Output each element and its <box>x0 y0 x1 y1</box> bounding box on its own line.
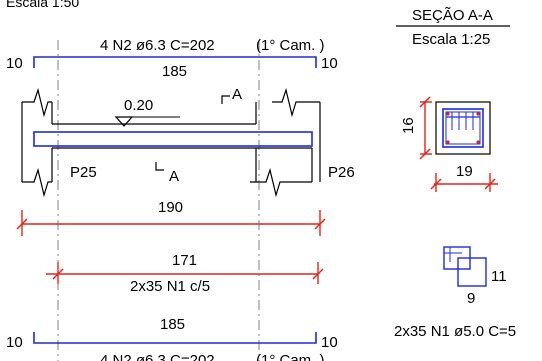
section-width-dim: 19 <box>456 163 473 180</box>
bottom-rebar-layer-note: (1° Cam. ) <box>256 352 325 361</box>
bottom-rebar-length: 185 <box>160 316 185 333</box>
stirrup-spec-label: 2x35 N1 ø5.0 C=5 <box>394 323 516 340</box>
section-mark-top <box>221 95 230 104</box>
stirrup-shape-2 <box>457 257 487 287</box>
left-support-break-top <box>22 87 52 118</box>
bottom-rebar-group: 185 10 10 4 N2 ø6.3 C=202 (1° Cam. ) <box>6 316 338 361</box>
right-support-break-bottom <box>250 167 312 198</box>
top-scale-label: Escala 1:50 <box>6 0 79 10</box>
stirrup-height-label: 11 <box>491 268 507 285</box>
beam-height-label: 0.20 <box>124 97 153 114</box>
top-rebar-line <box>33 56 317 68</box>
bottom-rebar-line <box>33 332 317 344</box>
section-mark-bottom <box>155 162 164 171</box>
dimension-stirrups-value: 171 <box>172 252 197 269</box>
section-stirrup <box>442 108 484 148</box>
bottom-rebar-left-hook: 10 <box>6 334 23 351</box>
dimension-total-value: 190 <box>158 199 183 216</box>
stirrup-width-label: 9 <box>467 290 475 307</box>
section-mark-top-label: A <box>232 86 242 103</box>
top-rebar-right-hook: 10 <box>321 55 338 72</box>
stirrup-spacing-spec: 2x35 N1 c/5 <box>130 278 210 295</box>
right-support-break-top <box>272 87 320 118</box>
top-rebar-length: 185 <box>162 63 187 80</box>
section-title: SEÇÃO A-A <box>412 7 493 24</box>
dimension-total: 190 <box>16 199 326 236</box>
section-outline <box>435 101 491 155</box>
top-rebar-group: 4 N2 ø6.3 C=202 (1° Cam. ) 10 10 185 <box>6 37 338 80</box>
section-scale: Escala 1:25 <box>412 31 490 48</box>
top-rebar-layer-note: (1° Cam. ) <box>256 37 325 54</box>
beam-rebar-outline <box>33 131 313 147</box>
support-left-label: P25 <box>70 164 97 181</box>
section-height-dim: 16 <box>400 117 417 134</box>
bottom-rebar-label: 4 N2 ø6.3 C=202 <box>100 352 215 361</box>
section-view: SEÇÃO A-A Escala 1:25 16 19 <box>396 7 510 192</box>
support-right-label: P26 <box>328 164 355 181</box>
bottom-rebar-right-hook: 10 <box>321 334 338 351</box>
top-rebar-label: 4 N2 ø6.3 C=202 <box>100 37 215 54</box>
top-rebar-left-hook: 10 <box>6 55 23 72</box>
stirrup-detail: 11 9 2x35 N1 ø5.0 C=5 <box>394 246 516 340</box>
level-marker <box>114 116 134 127</box>
left-support-break-bottom <box>22 167 52 198</box>
beam-elevation: 0.20 A A P25 P26 <box>21 86 355 198</box>
section-mark-bottom-label: A <box>169 168 179 185</box>
dimension-stirrups: 171 2x35 N1 c/5 <box>46 252 324 295</box>
